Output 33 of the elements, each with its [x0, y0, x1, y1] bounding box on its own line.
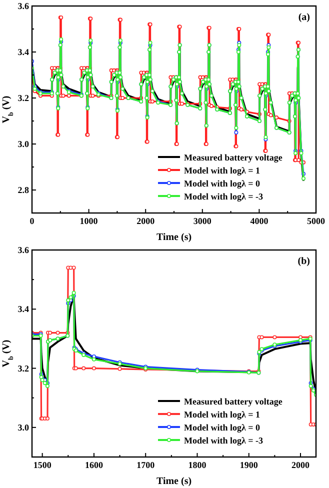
- x-tick-label: 4000: [250, 216, 269, 226]
- legend-label: Model with logλ = 0: [184, 178, 261, 188]
- legend-label: Model with logλ = -3: [184, 192, 264, 202]
- x-tick-label: 5000: [307, 216, 326, 226]
- y-tick-label: 3.0: [18, 139, 30, 149]
- y-tick-label: 3.6: [18, 245, 30, 255]
- y-tick-label: 3.2: [18, 363, 30, 374]
- x-tick-label: 1900: [240, 460, 258, 470]
- x-tick-label: 1500: [33, 460, 52, 470]
- y-tick-label: 2.8: [18, 185, 30, 195]
- legend-label: Model with logλ = 0: [184, 422, 261, 432]
- x-tick-label: 1600: [84, 460, 104, 470]
- x-tick-label: 2000: [136, 216, 156, 226]
- legend-label: Model with logλ = -3: [184, 436, 264, 446]
- x-axis-title: Time (s): [156, 476, 192, 487]
- legend-label: Model with logλ = 1: [184, 410, 261, 420]
- legend-label: Model with logλ = 1: [184, 166, 261, 176]
- legend-label: Measured battery voltage: [184, 396, 282, 406]
- y-tick-label: 3.2: [18, 93, 30, 103]
- annotation: (b): [298, 256, 310, 267]
- annotation: (a): [298, 12, 310, 23]
- x-axis-title: Time (s): [156, 232, 192, 243]
- y-tick-label: 3.6: [18, 1, 30, 11]
- legend-label: Measured battery voltage: [184, 152, 282, 162]
- x-tick-label: 2000: [292, 460, 310, 470]
- x-tick-label: 1000: [80, 216, 98, 226]
- y-tick-label: 3.4: [18, 304, 30, 314]
- x-tick-label: 1700: [136, 460, 156, 470]
- y-tick-label: 3.0: [18, 422, 30, 432]
- x-tick-label: 1800: [188, 460, 207, 470]
- y-tick-label: 3.4: [18, 47, 30, 57]
- x-tick-label: 0: [30, 216, 35, 226]
- x-tick-label: 3000: [193, 216, 212, 226]
